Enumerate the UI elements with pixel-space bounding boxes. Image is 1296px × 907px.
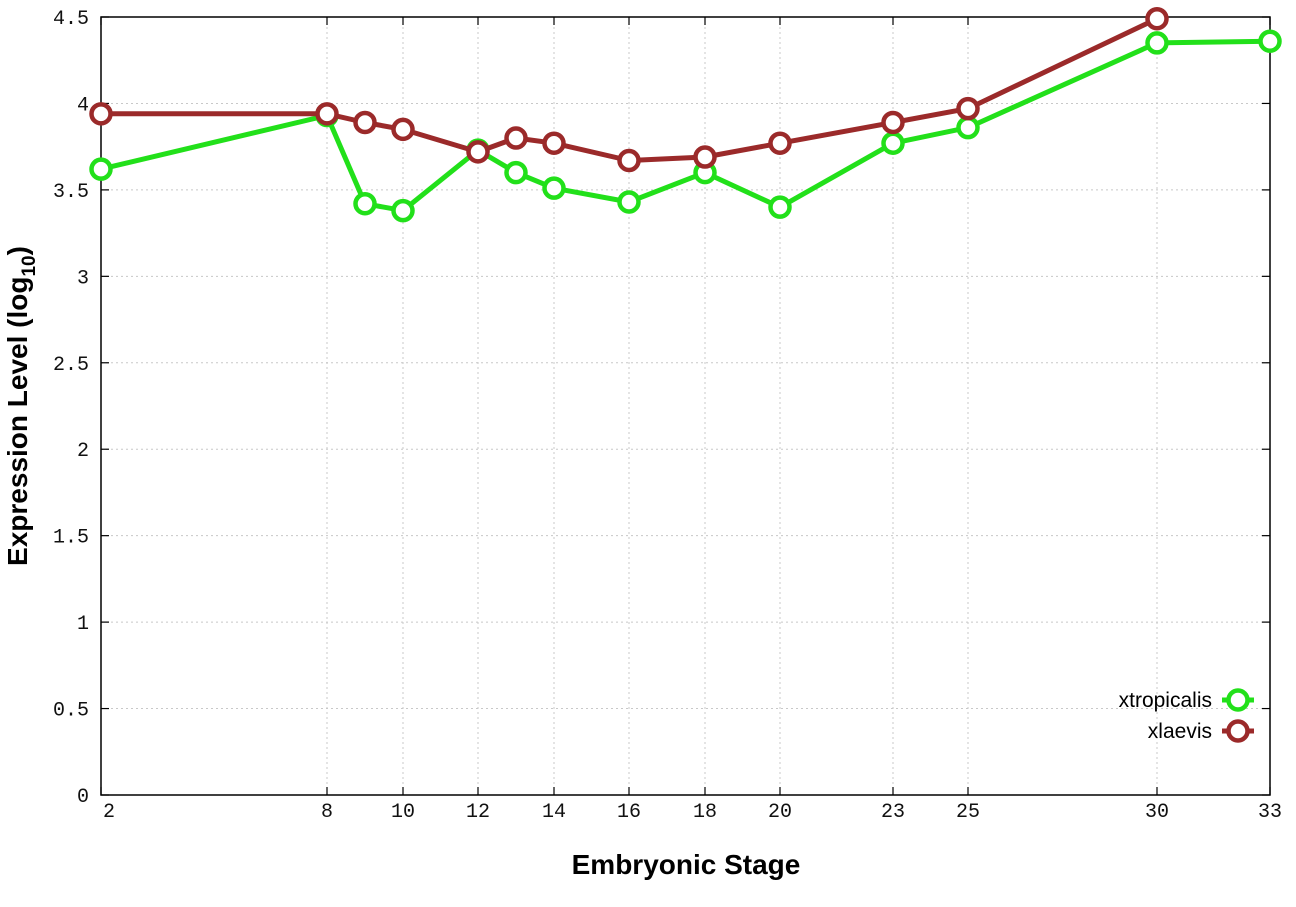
y-tick-label: 4.5 [53, 8, 89, 31]
legend-label: xlaevis [1148, 720, 1212, 743]
data-point-xtropicalis [881, 131, 905, 155]
series-layer [89, 6, 1282, 223]
y-tick-labels: 0 0.5 1 1.5 2 2.5 3 3.5 4 4.5 [53, 8, 89, 809]
data-point-xtropicalis [89, 157, 113, 181]
x-axis-title: Embryonic Stage [572, 849, 801, 880]
legend: xtropicalis xlaevis [1119, 688, 1254, 743]
data-point-xlaevis [768, 131, 792, 155]
data-point-xlaevis [881, 110, 905, 135]
data-point-xlaevis [315, 102, 339, 126]
y-tick-label: 3 [77, 267, 89, 290]
x-tick-label: 25 [956, 801, 980, 824]
y-tick-label: 0 [77, 786, 89, 809]
y-tick-label: 1 [77, 613, 89, 636]
data-point-xtropicalis [542, 176, 566, 200]
data-point-xlaevis [693, 145, 717, 169]
y-tick-label: 4 [77, 94, 89, 117]
x-tick-label: 2 [103, 801, 115, 824]
data-point-xtropicalis [1145, 31, 1169, 55]
axis-ticks [100, 16, 1271, 796]
x-tick-label: 23 [881, 801, 905, 824]
data-point-xlaevis [391, 117, 415, 142]
y-axis-title-close: ) [2, 246, 33, 255]
x-tick-label: 18 [693, 801, 717, 824]
y-axis-title-main: Expression Level (log [2, 277, 33, 566]
legend-label: xtropicalis [1119, 689, 1212, 712]
data-point-xtropicalis [353, 191, 377, 216]
x-tick-label: 12 [466, 801, 490, 824]
plot-frame [100, 16, 1271, 796]
legend-item-xlaevis: xlaevis [1148, 719, 1254, 743]
y-tick-label: 0.5 [53, 700, 89, 723]
grid-lines [101, 17, 1270, 795]
data-point-xtropicalis [504, 160, 528, 185]
x-tick-label: 30 [1145, 801, 1169, 824]
x-tick-label: 20 [768, 801, 792, 824]
legend-swatch-marker [1226, 688, 1250, 712]
x-tick-label: 14 [542, 801, 566, 824]
x-tick-label: 16 [617, 801, 641, 824]
y-axis-title-subscript: 10 [19, 255, 40, 276]
x-tick-label: 8 [321, 801, 333, 824]
data-point-xtropicalis [1258, 29, 1282, 53]
x-tick-label: 33 [1258, 801, 1282, 824]
y-tick-label: 1.5 [53, 527, 89, 550]
data-point-xlaevis [542, 131, 566, 155]
data-point-xlaevis [956, 96, 980, 121]
legend-swatch-marker [1226, 719, 1250, 743]
series-line-xtropicalis [100, 38, 1271, 214]
x-tick-labels: 2 8 10 12 14 16 18 20 23 25 30 33 [103, 801, 1282, 824]
legend-item-xtropicalis: xtropicalis [1119, 688, 1254, 712]
y-tick-label: 2.5 [53, 354, 89, 377]
x-tick-label: 10 [391, 801, 415, 824]
data-point-xtropicalis [956, 115, 980, 140]
data-point-xlaevis [1145, 6, 1169, 31]
data-point-xlaevis [89, 102, 113, 126]
series-xtropicalis [89, 29, 1282, 223]
data-point-xlaevis [466, 140, 490, 164]
data-point-xlaevis [504, 126, 528, 150]
data-point-xlaevis [617, 148, 641, 173]
y-tick-label: 3.5 [53, 181, 89, 204]
data-point-xlaevis [353, 110, 377, 135]
data-point-xtropicalis [768, 195, 792, 219]
series-line-xlaevis [101, 16, 1159, 163]
data-point-xtropicalis [617, 190, 641, 214]
data-point-xtropicalis [391, 198, 415, 223]
y-axis-title: Expression Level (log10) [2, 246, 40, 566]
y-tick-label: 2 [77, 440, 89, 463]
series-xlaevis [89, 6, 1169, 173]
